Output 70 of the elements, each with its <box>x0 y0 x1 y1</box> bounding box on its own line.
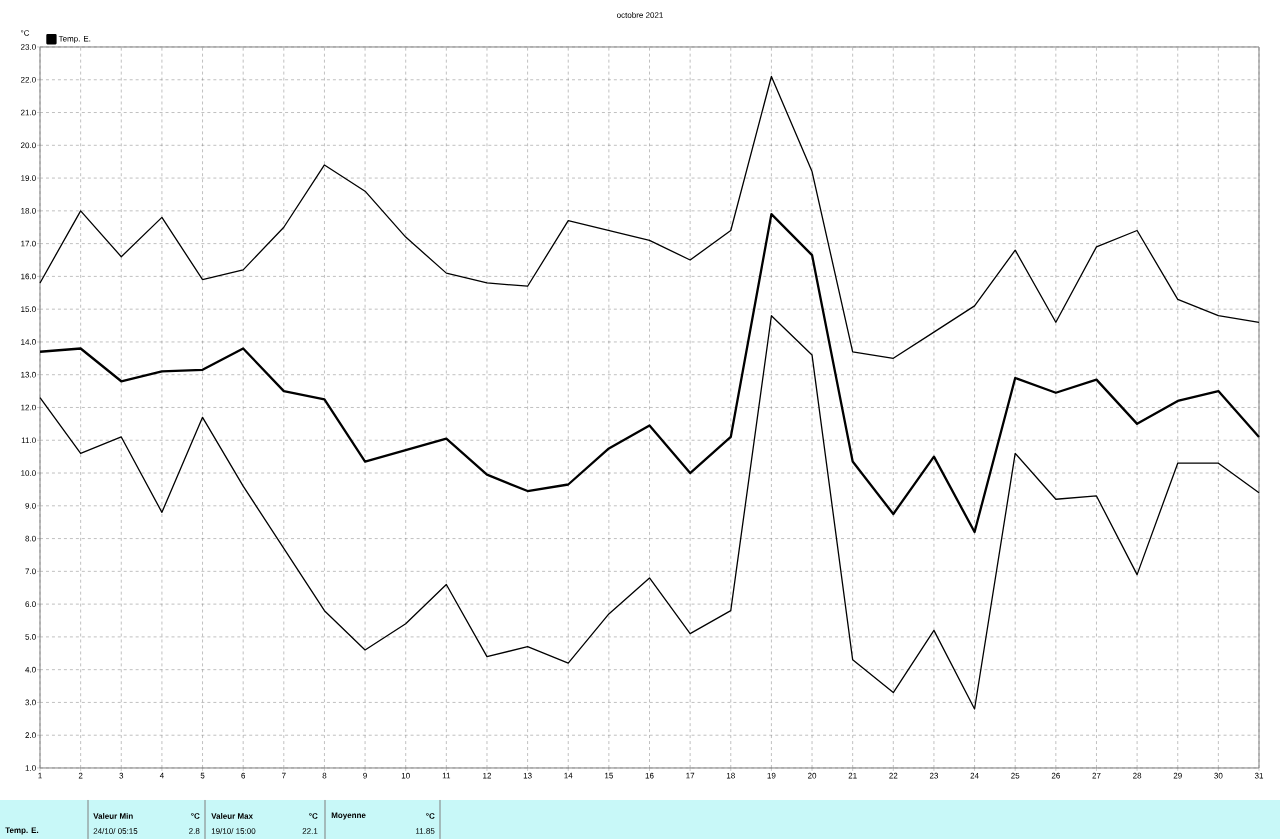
x-tick-label: 18 <box>726 772 735 779</box>
line-series <box>38 212 1261 533</box>
y-tick-label: 10.0 <box>21 469 36 476</box>
text: Temp. E. <box>5 827 39 835</box>
y-tick-label: 19.0 <box>21 175 36 181</box>
y-tick-label: 16.0 <box>21 273 36 279</box>
text: °C <box>309 812 318 819</box>
x-tick-label: 31 <box>1254 772 1264 779</box>
text: 22.1 <box>302 827 318 834</box>
y-tick-label: 3.0 <box>25 699 36 706</box>
y-tick-label: 22.0 <box>20 76 36 83</box>
y-tick-label: 11.0 <box>21 437 36 443</box>
x-tick-label: 28 <box>1133 772 1142 779</box>
text: Moyenne <box>331 812 366 820</box>
y-tick-label: 20.0 <box>20 142 36 148</box>
y-tick-label: 15.0 <box>21 306 36 312</box>
text: 24/10/ 05:15 <box>93 827 138 834</box>
y-tick-label: 1.0 <box>25 764 36 771</box>
x-tick-label: 20 <box>808 772 817 779</box>
x-tick-label: 13 <box>523 772 532 779</box>
x-tick-label: 27 <box>1092 772 1101 779</box>
y-tick-label: 21.0 <box>20 109 36 116</box>
x-tick-label: 22 <box>889 772 898 779</box>
y-tick-label: 7.0 <box>25 568 36 574</box>
x-tick-label: 14 <box>564 772 573 779</box>
x-tick-label: 11 <box>442 772 451 779</box>
y-tick-label: 4.0 <box>25 666 36 673</box>
y-tick-label: 18.0 <box>21 207 36 214</box>
x-tick-label: 30 <box>1214 772 1223 779</box>
text: °C <box>426 812 435 819</box>
x-tick-label: 1 <box>38 772 42 779</box>
x-tick-label: 21 <box>848 772 857 779</box>
x-tick-label: 4 <box>159 772 164 779</box>
y-tick-label: 2.0 <box>25 732 36 738</box>
text: Valeur Max <box>211 812 253 819</box>
x-tick-label: 17 <box>686 772 695 779</box>
y-tick-label: 17.0 <box>21 240 36 247</box>
x-tick-label: 19 <box>767 772 776 779</box>
x-tick-label: 23 <box>929 772 939 779</box>
x-tick-label: 6 <box>241 772 246 779</box>
text: 11.85 <box>415 827 435 834</box>
y-tick-label: 14.0 <box>21 338 36 345</box>
x-tick-label: 7 <box>281 772 286 779</box>
x-tick-label: 9 <box>363 772 367 779</box>
x-tick-label: 15 <box>605 772 613 779</box>
y-tick-label: 23.0 <box>20 43 36 50</box>
legend-label: Temp. E. <box>58 35 91 43</box>
x-tick-label: 8 <box>322 772 327 779</box>
text: Valeur Min <box>93 812 133 819</box>
x-tick-label: 10 <box>401 772 410 779</box>
x-tick-label: 24 <box>970 772 979 779</box>
y-tick-label: 6.0 <box>25 601 36 607</box>
y-tick-label: 12.0 <box>21 404 36 411</box>
x-tick-label: 2 <box>78 772 83 779</box>
text: °C <box>191 812 200 819</box>
x-tick-label: 3 <box>119 772 124 779</box>
x-tick-label: 25 <box>1011 772 1020 779</box>
text: 2.8 <box>189 827 200 834</box>
y-axis-title: °C <box>21 29 30 36</box>
y-tick-label: 8.0 <box>25 535 36 542</box>
y-tick-label: 9.0 <box>25 502 36 509</box>
text: 19/10/ 15:00 <box>211 827 256 834</box>
x-tick-label: 5 <box>200 772 205 779</box>
chart-title: octobre 2021 <box>617 11 663 18</box>
y-tick-label: 5.0 <box>25 633 36 640</box>
y-tick-label: 13.0 <box>21 371 36 378</box>
x-tick-label: 26 <box>1051 772 1060 779</box>
x-tick-label: 12 <box>483 772 492 779</box>
x-tick-label: 16 <box>645 772 654 779</box>
x-tick-label: 29 <box>1173 772 1182 779</box>
